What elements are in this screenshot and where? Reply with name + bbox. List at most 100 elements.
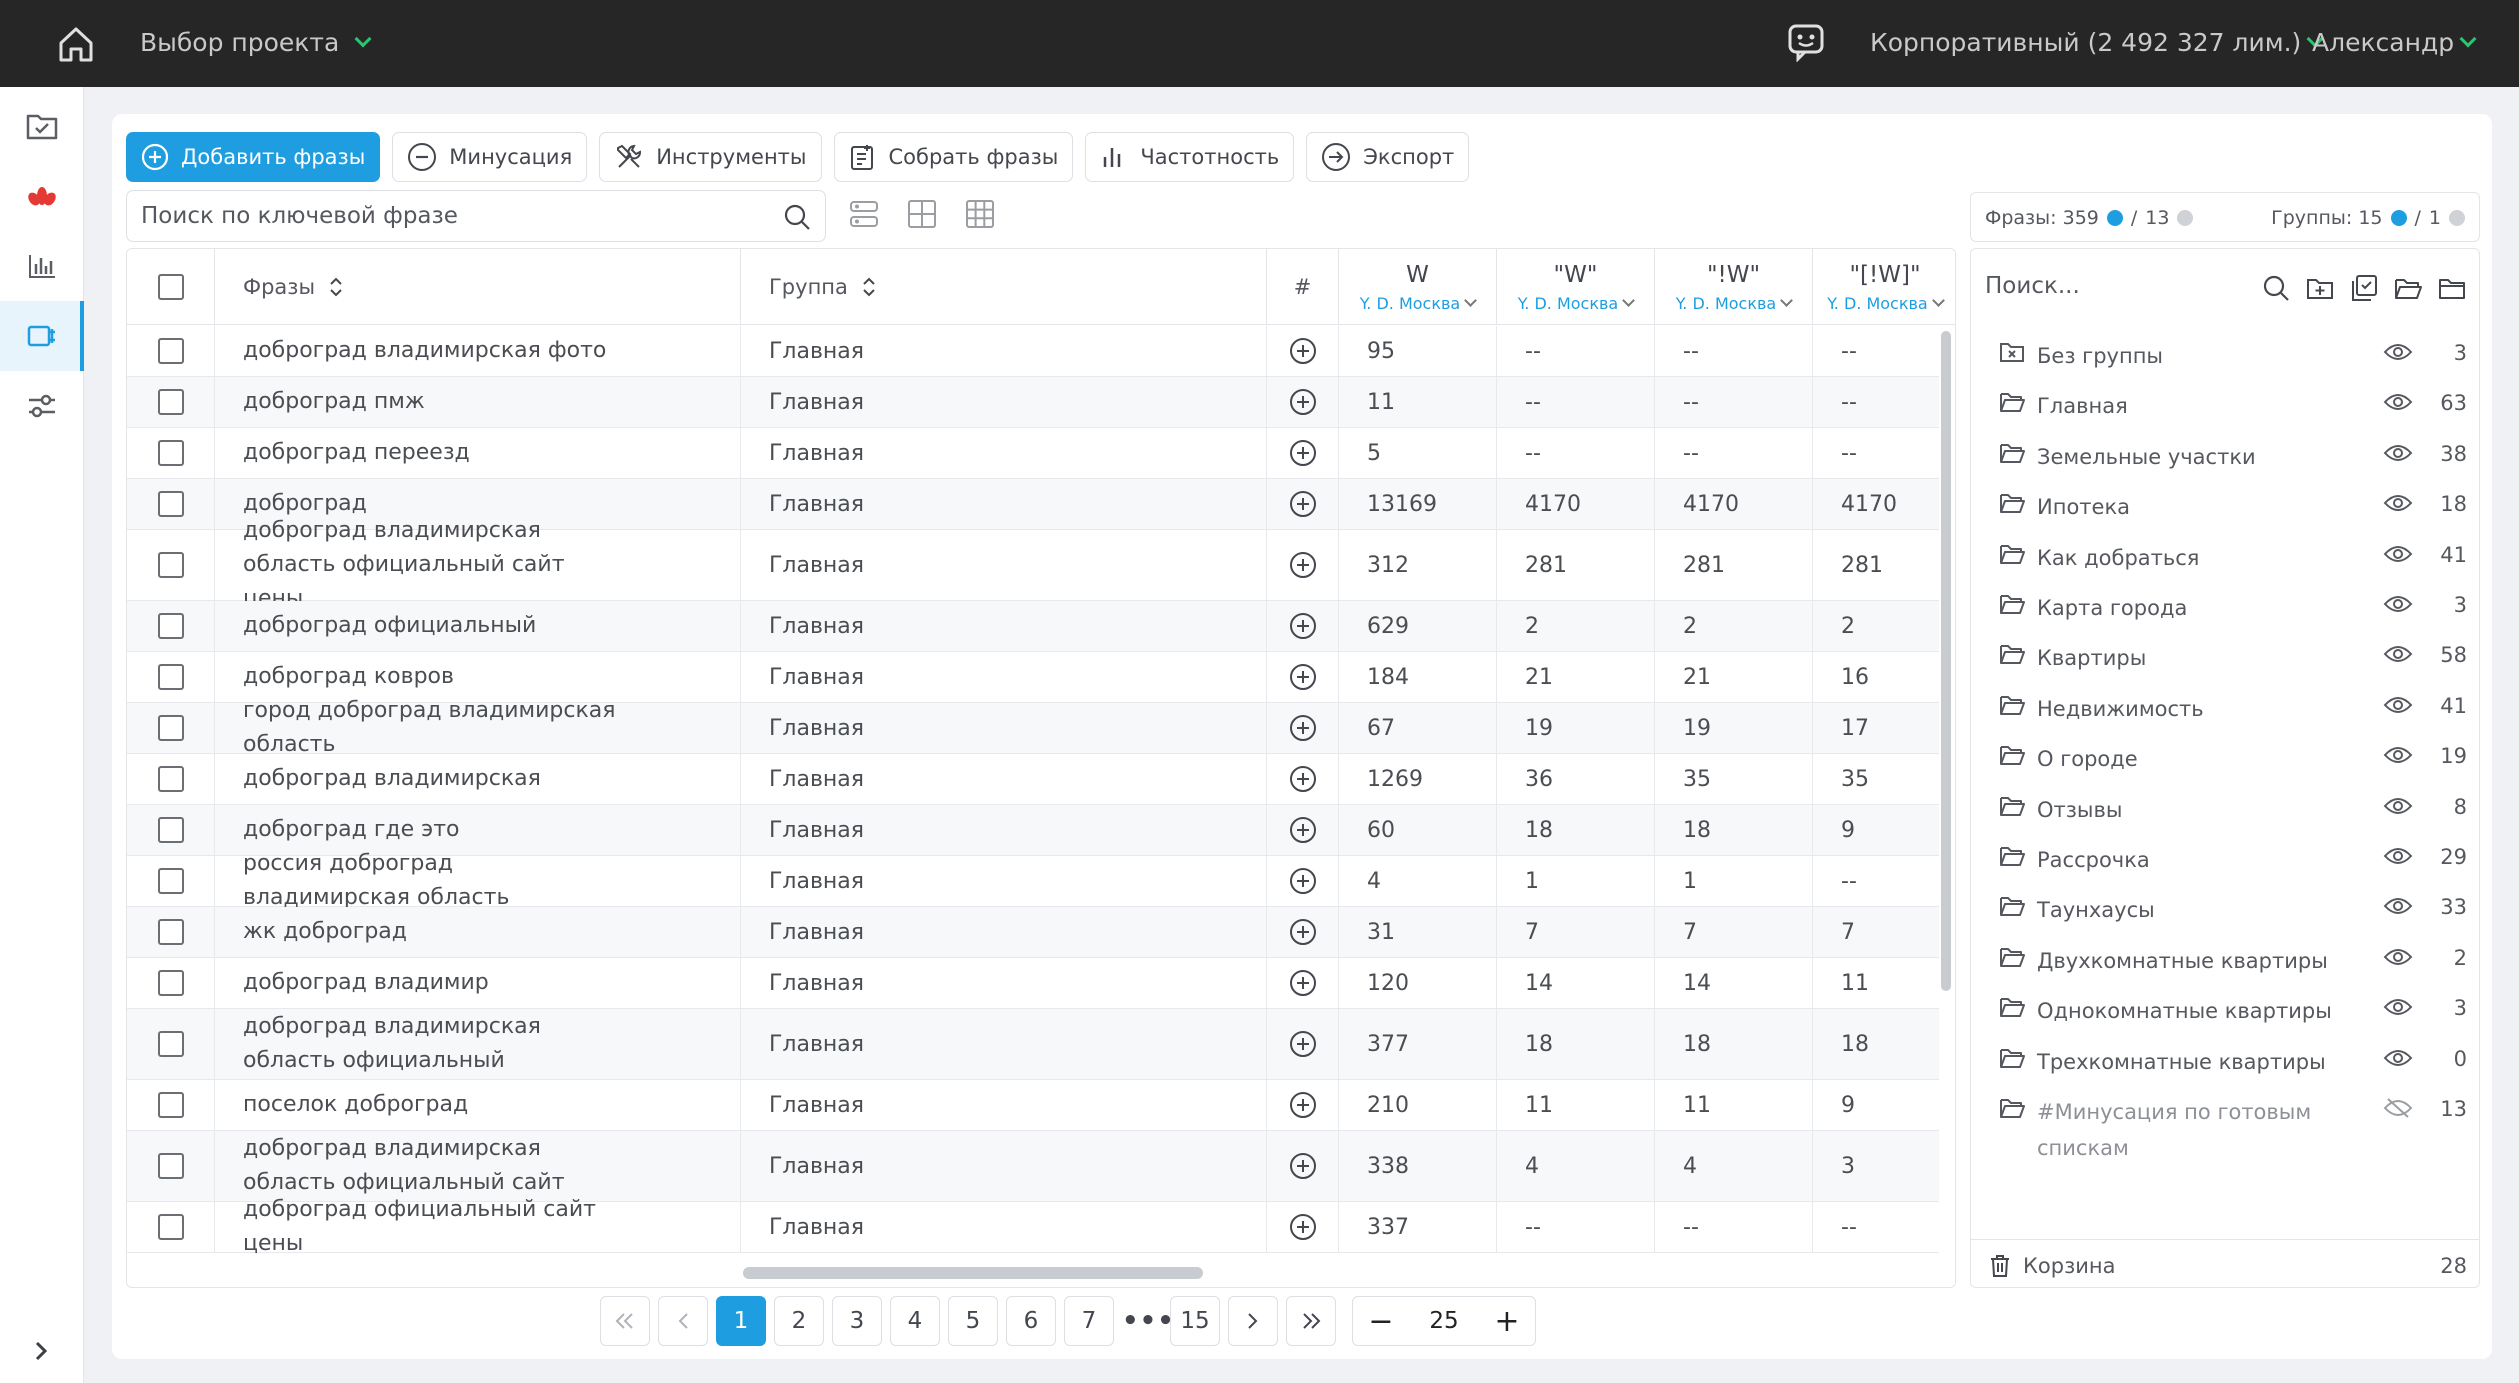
page-button[interactable]: 3 <box>832 1296 882 1346</box>
eye-icon[interactable] <box>2383 895 2413 917</box>
group-item[interactable]: Рассрочка 29 <box>1971 831 2479 881</box>
table-row[interactable]: доброград где это Главная 60 18 18 9 <box>127 805 1939 856</box>
row-checkbox[interactable] <box>157 613 184 639</box>
row-checkbox[interactable] <box>157 1092 184 1118</box>
view-list-icon[interactable] <box>848 198 880 230</box>
group-cell[interactable]: Главная <box>741 805 1267 855</box>
group-cell[interactable]: Главная <box>741 1131 1267 1201</box>
table-row[interactable]: доброград ковров Главная 184 21 21 16 <box>127 652 1939 703</box>
group-item[interactable]: Отзывы 8 <box>1971 781 2479 831</box>
page-button[interactable]: 5 <box>948 1296 998 1346</box>
plus-circle-icon[interactable] <box>1288 815 1318 845</box>
vertical-scrollbar[interactable] <box>1941 331 1951 991</box>
collect-phrases-button[interactable]: Собрать фразы <box>833 132 1074 182</box>
per-page-value[interactable]: 25 <box>1429 1308 1459 1334</box>
phrase-cell[interactable]: доброград где это <box>215 805 741 855</box>
phrase-cell[interactable]: доброград владимирская область официальн… <box>215 1009 741 1079</box>
table-row[interactable]: жк доброград Главная 31 7 7 7 <box>127 907 1939 958</box>
eye-icon[interactable] <box>2383 795 2413 817</box>
table-row[interactable]: доброград официальный Главная 629 2 2 2 <box>127 601 1939 652</box>
row-checkbox[interactable] <box>157 970 184 996</box>
row-checkbox[interactable] <box>157 766 184 792</box>
group-cell[interactable]: Главная <box>741 703 1267 753</box>
plus-circle-icon[interactable] <box>1288 968 1318 998</box>
group-item[interactable]: Земельные участки 38 <box>1971 428 2479 478</box>
project-selector[interactable]: Выбор проекта <box>140 28 372 57</box>
search-icon[interactable] <box>783 203 811 231</box>
phrase-cell[interactable]: доброград официальный <box>215 601 741 651</box>
group-item[interactable]: Как добраться 41 <box>1971 529 2479 579</box>
plan-selector[interactable]: Корпоративный (2 492 327 лим.) <box>1870 28 2324 57</box>
phrase-cell[interactable]: город доброград владимирская область <box>215 698 741 757</box>
group-cell[interactable]: Главная <box>741 530 1267 600</box>
table-row[interactable]: доброград владимирская область официальн… <box>127 1009 1939 1080</box>
plus-circle-icon[interactable] <box>1288 336 1318 366</box>
table-row[interactable]: поселок доброград Главная 210 11 11 9 <box>127 1080 1939 1131</box>
phrase-cell[interactable]: доброград владимирская <box>215 754 741 804</box>
phrase-cell[interactable]: доброград владимирская область официальн… <box>215 1131 741 1201</box>
phrase-cell[interactable]: поселок доброград <box>215 1080 741 1130</box>
group-item[interactable]: Квартиры 58 <box>1971 629 2479 679</box>
folder-icon[interactable] <box>2437 273 2467 303</box>
group-item[interactable]: Карта города 3 <box>1971 579 2479 629</box>
phrase-cell[interactable]: доброград владимирская область официальн… <box>215 518 741 611</box>
plus-circle-icon[interactable] <box>1288 550 1318 580</box>
page-button[interactable]: 4 <box>890 1296 940 1346</box>
row-checkbox[interactable] <box>157 440 184 466</box>
frequency-button[interactable]: Частотность <box>1085 132 1295 182</box>
last-page-button[interactable] <box>1286 1296 1336 1346</box>
col-header-w-quoted[interactable]: "W" Y. D. Москва <box>1497 249 1655 325</box>
row-checkbox[interactable] <box>157 1214 184 1240</box>
row-checkbox[interactable] <box>157 491 184 517</box>
row-checkbox[interactable] <box>157 664 184 690</box>
home-icon[interactable] <box>56 24 96 64</box>
plus-circle-icon[interactable] <box>1288 1090 1318 1120</box>
table-row[interactable]: россия доброград владимирская область Гла… <box>127 851 1939 910</box>
col-header-group[interactable]: Группа <box>741 249 1267 325</box>
group-cell[interactable]: Главная <box>741 601 1267 651</box>
sidebar-item-projects[interactable] <box>0 91 84 161</box>
page-button[interactable]: 7 <box>1064 1296 1114 1346</box>
group-item[interactable]: Ипотека 18 <box>1971 478 2479 528</box>
col-header-w-exact[interactable]: "!W" Y. D. Москва <box>1655 249 1813 325</box>
row-checkbox[interactable] <box>157 1031 184 1057</box>
eye-off-icon[interactable] <box>2383 1097 2413 1119</box>
minus-words-button[interactable]: Минусация <box>392 132 588 182</box>
horizontal-scrollbar[interactable] <box>743 1267 1203 1279</box>
group-cell[interactable]: Главная <box>741 326 1267 376</box>
eye-icon[interactable] <box>2383 946 2413 968</box>
group-item[interactable]: О городе 19 <box>1971 730 2479 780</box>
row-checkbox[interactable] <box>157 817 184 843</box>
view-grid-icon[interactable] <box>906 198 938 230</box>
group-item[interactable]: Трехкомнатные квартиры 0 <box>1971 1033 2479 1083</box>
view-table-icon[interactable] <box>964 198 996 230</box>
chevron-right-icon[interactable] <box>30 1340 52 1362</box>
group-cell[interactable]: Главная <box>741 958 1267 1008</box>
phrase-cell[interactable]: доброград официальный сайт цены <box>215 1197 741 1256</box>
group-item[interactable]: Главная 63 <box>1971 377 2479 427</box>
region-selector[interactable]: Y. D. Москва <box>1360 294 1478 313</box>
group-item[interactable]: Без группы 3 <box>1971 327 2479 377</box>
group-cell[interactable]: Главная <box>741 1080 1267 1130</box>
plus-circle-icon[interactable] <box>1288 866 1318 896</box>
table-row[interactable]: доброград официальный сайт цены Главная 33… <box>127 1197 1939 1256</box>
eye-icon[interactable] <box>2383 492 2413 514</box>
plus-circle-icon[interactable] <box>1288 387 1318 417</box>
eye-icon[interactable] <box>2383 341 2413 363</box>
table-row[interactable]: доброград владимир Главная 120 14 14 11 <box>127 958 1939 1009</box>
row-checkbox[interactable] <box>157 389 184 415</box>
plus-circle-icon[interactable] <box>1288 1029 1318 1059</box>
phrase-cell[interactable]: доброград владимирская фото <box>215 326 741 376</box>
plus-circle-icon[interactable] <box>1288 489 1318 519</box>
eye-icon[interactable] <box>2383 996 2413 1018</box>
phrase-cell[interactable]: доброград переезд <box>215 428 741 478</box>
plus-circle-icon[interactable] <box>1288 611 1318 641</box>
per-page-decrease-button[interactable]: − <box>1368 1303 1394 1339</box>
last-page-number-button[interactable]: 15 <box>1170 1296 1220 1346</box>
per-page-increase-button[interactable]: + <box>1494 1303 1520 1339</box>
sidebar-item-lotus[interactable] <box>0 161 84 231</box>
eye-icon[interactable] <box>2383 744 2413 766</box>
phrase-search-input[interactable] <box>141 203 741 229</box>
group-item[interactable]: #Минусация по готовым спискам 13 <box>1971 1083 2479 1160</box>
row-checkbox[interactable] <box>157 552 184 578</box>
